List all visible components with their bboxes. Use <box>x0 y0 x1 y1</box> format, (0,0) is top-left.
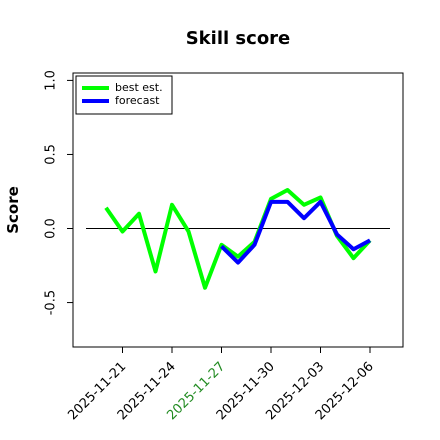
legend-label: best est. <box>115 81 163 94</box>
series-line <box>104 188 372 290</box>
legend-box <box>75 75 173 115</box>
y-tick-label: 0.0 <box>44 218 59 239</box>
legend-label: forecast <box>115 94 160 107</box>
y-tick-label: 0.5 <box>44 144 59 165</box>
chart-title: Skill score <box>186 28 291 49</box>
y-tick-label: 1.0 <box>44 70 59 91</box>
y-tick-label: -0.5 <box>44 290 59 315</box>
plot-frame <box>72 72 404 348</box>
series-line <box>220 199 371 265</box>
y-axis-label: Score <box>4 186 22 234</box>
